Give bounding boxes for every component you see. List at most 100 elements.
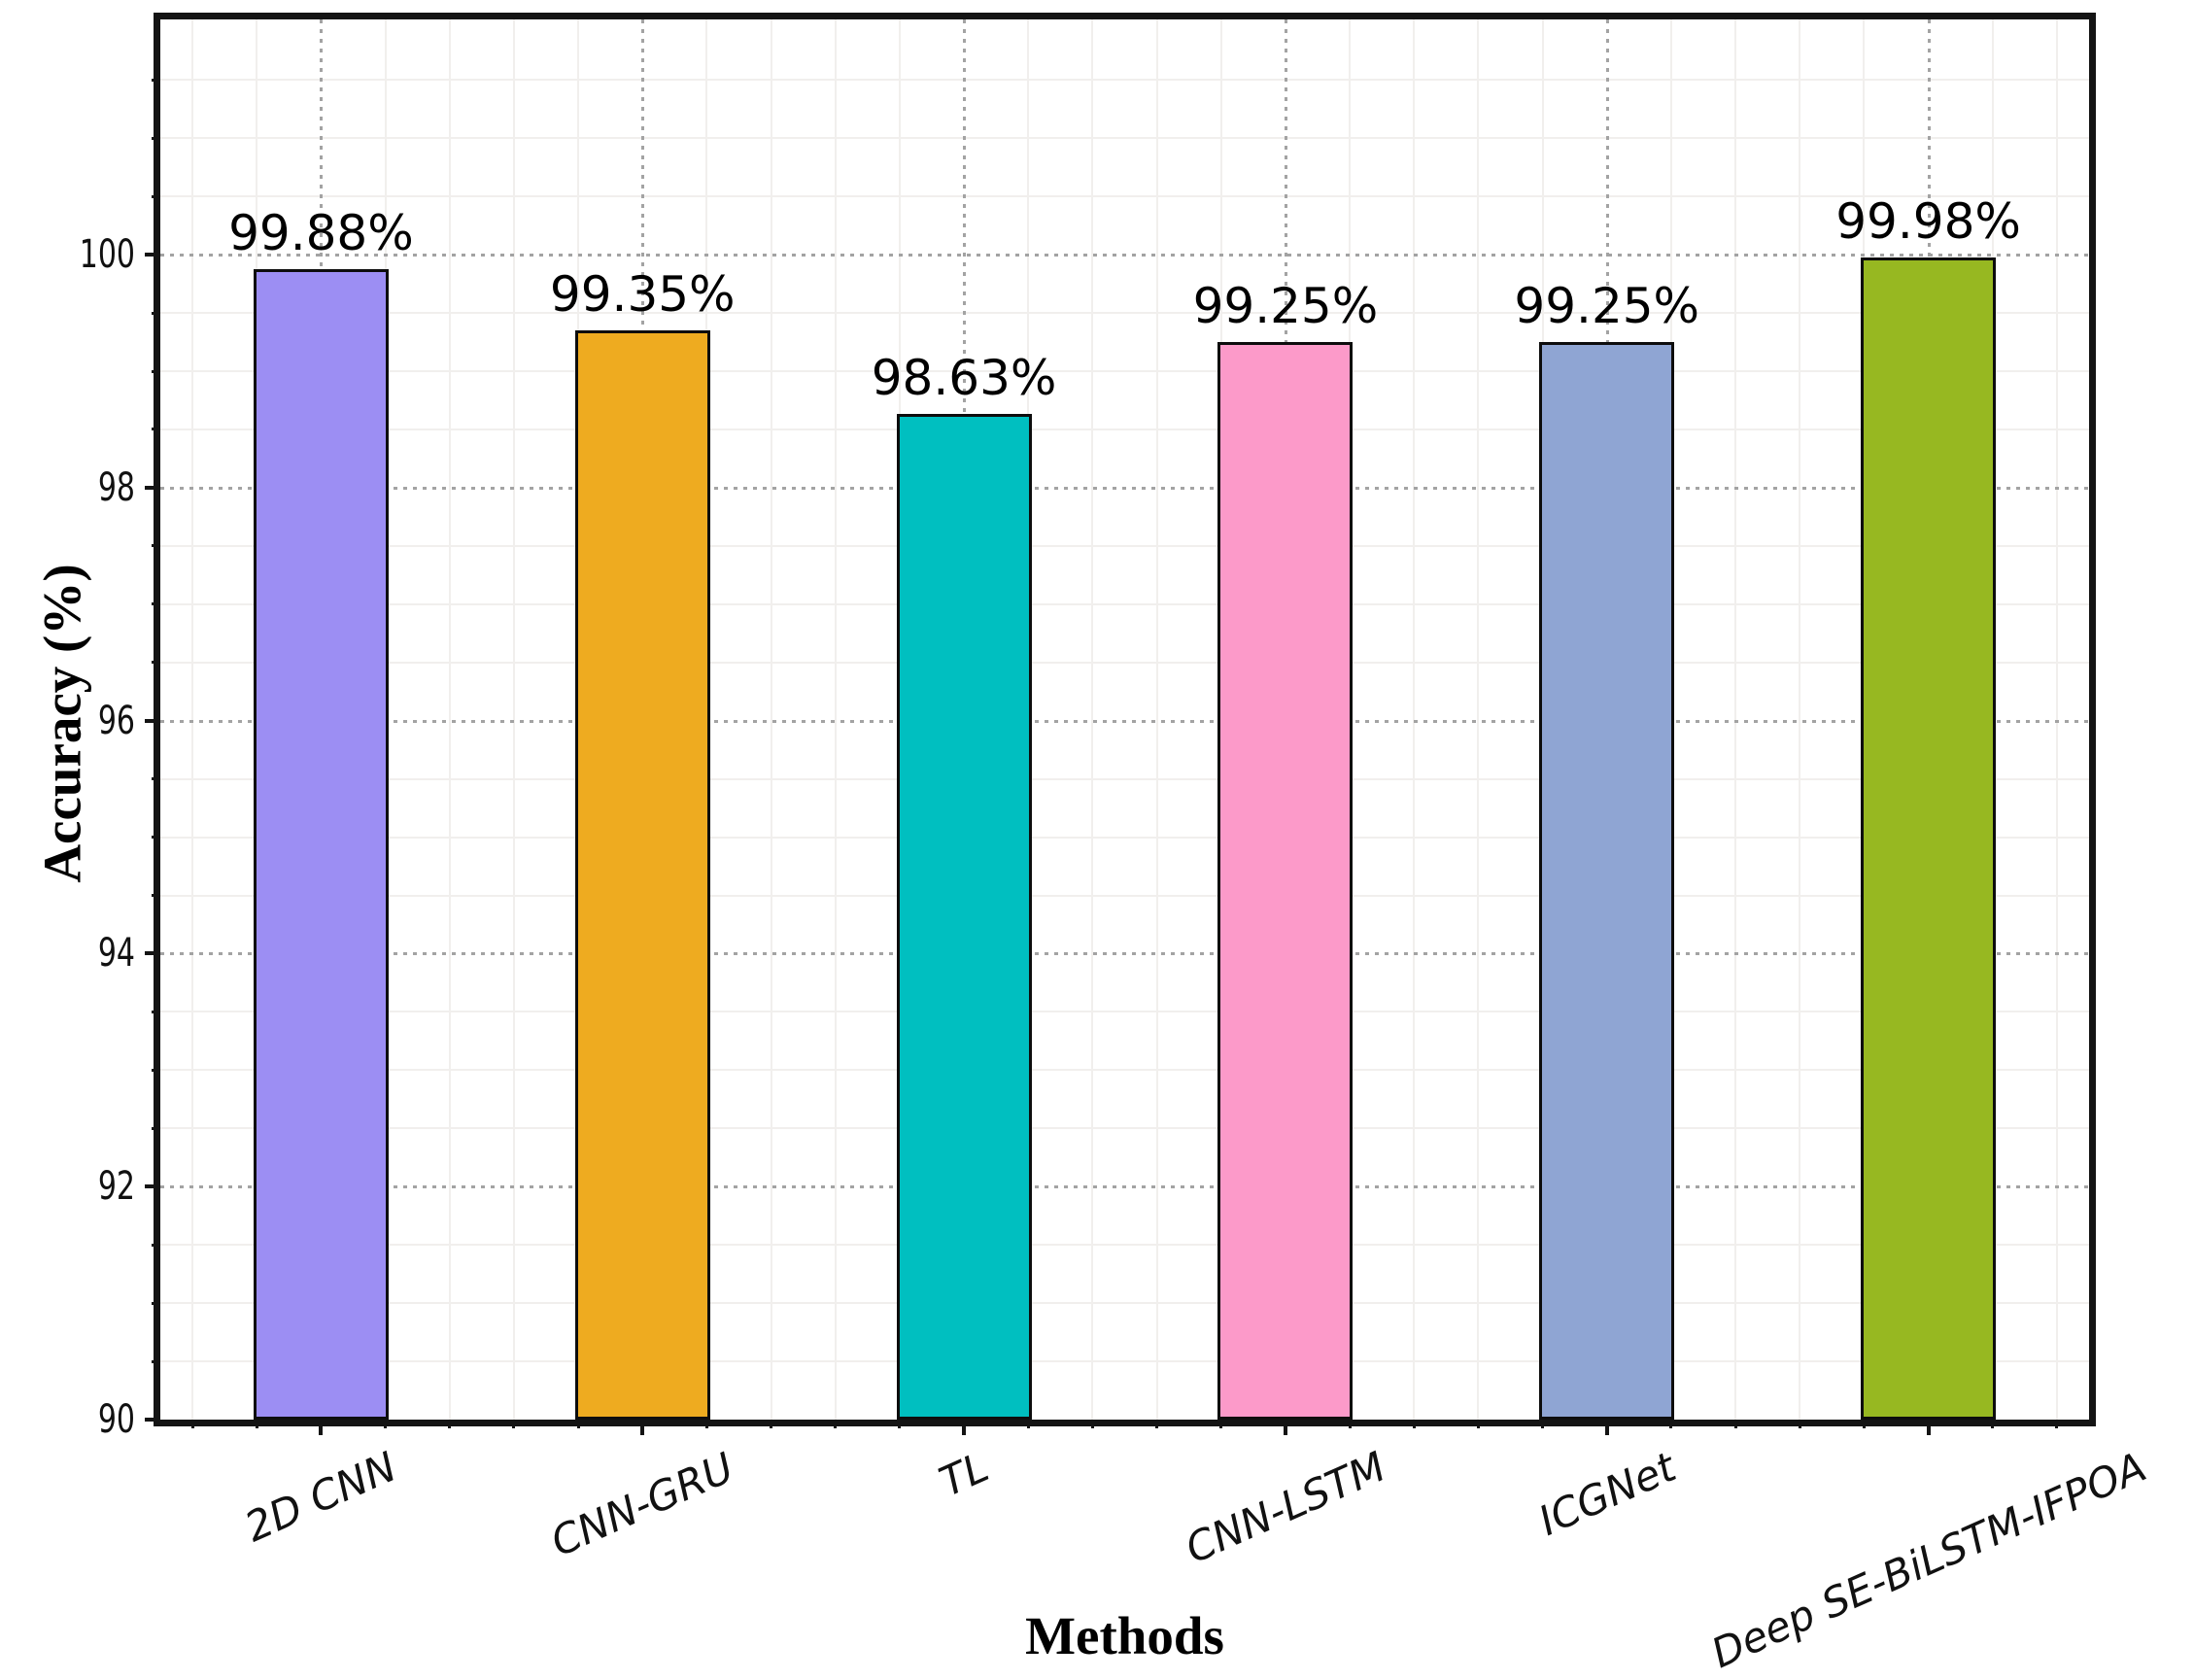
y-minor-tick: [152, 661, 160, 665]
y-tick-label: 92: [97, 1164, 135, 1210]
y-minor-tick: [152, 836, 160, 840]
gridline-minor-h: [160, 1069, 2089, 1072]
gridline-major-h: [160, 486, 2089, 490]
gridline-minor-h: [160, 777, 2089, 780]
gridline-minor-h: [160, 1127, 2089, 1130]
x-minor-tick: [1991, 1420, 1995, 1428]
x-minor-tick: [898, 1420, 902, 1428]
gridline-major-h: [160, 254, 2089, 257]
bar-deep-se-bilstm-ifpoa: [1861, 257, 1997, 1420]
x-minor-tick: [1541, 1420, 1545, 1428]
gridline-minor-v: [1477, 19, 1480, 1420]
gridline-minor-h: [160, 602, 2089, 605]
y-minor-tick: [152, 544, 160, 548]
gridline-minor-h: [160, 836, 2089, 839]
y-tick-label: 96: [97, 698, 135, 743]
x-minor-tick: [1090, 1420, 1094, 1428]
bar-icgnet: [1539, 342, 1675, 1420]
gridline-minor-v: [1799, 19, 1801, 1420]
plot-area: 99.88% 99.35% 98.63% 99.25% 99.25% 99.98%: [154, 13, 2096, 1426]
y-minor-tick: [152, 1126, 160, 1130]
y-major-tick: [145, 951, 160, 956]
y-minor-tick: [152, 1010, 160, 1013]
x-axis-title: Methods: [1025, 1606, 1224, 1665]
bar-value-label: 99.25%: [1192, 278, 1379, 335]
gridline-minor-v: [1734, 19, 1737, 1420]
y-minor-tick: [152, 602, 160, 606]
y-minor-tick: [152, 894, 160, 898]
x-minor-tick: [448, 1420, 452, 1428]
x-minor-tick: [1733, 1420, 1737, 1428]
y-minor-tick: [152, 1068, 160, 1072]
bar-tl: [896, 414, 1032, 1420]
gridline-minor-v: [448, 19, 451, 1420]
gridline-major-h: [160, 952, 2089, 956]
gridline-minor-h: [160, 894, 2089, 897]
x-minor-tick: [190, 1420, 194, 1428]
y-minor-tick: [152, 428, 160, 431]
bar-value-label: 99.98%: [1835, 192, 2021, 250]
y-minor-tick: [152, 1301, 160, 1305]
gridline-major-h: [160, 1185, 2089, 1189]
y-minor-tick: [152, 777, 160, 781]
y-major-tick: [145, 718, 160, 723]
gridline-major-h: [160, 719, 2089, 723]
y-major-tick: [145, 485, 160, 490]
gridline-minor-v: [2055, 19, 2058, 1420]
bar-value-label: 99.88%: [228, 204, 414, 261]
y-minor-tick: [152, 136, 160, 140]
y-minor-tick: [152, 369, 160, 373]
y-tick-label: 98: [97, 464, 135, 510]
x-minor-tick: [1862, 1420, 1866, 1428]
x-major-tick: [319, 1420, 324, 1435]
x-category-label-cnn-lstm: CNN-LSTM: [1178, 1442, 1393, 1573]
y-major-tick: [145, 1418, 160, 1422]
bar-2d-cnn: [253, 268, 389, 1420]
y-minor-tick: [152, 1243, 160, 1247]
x-minor-tick: [834, 1420, 838, 1428]
y-tick-label: 100: [79, 232, 135, 278]
bar-value-label: 99.25%: [1514, 278, 1700, 335]
bar-cnn-gru: [574, 330, 710, 1420]
x-category-label-tl: TL: [932, 1442, 996, 1506]
y-major-tick: [145, 253, 160, 257]
x-minor-tick: [2055, 1420, 2059, 1428]
gridline-minor-h: [160, 195, 2089, 198]
x-minor-tick: [1026, 1420, 1030, 1428]
x-major-tick: [1283, 1420, 1287, 1435]
x-minor-tick: [704, 1420, 708, 1428]
gridline-minor-v: [1413, 19, 1416, 1420]
gridline-minor-v: [512, 19, 515, 1420]
gridline-minor-v: [191, 19, 194, 1420]
gridline-minor-v: [770, 19, 772, 1420]
x-minor-tick: [384, 1420, 388, 1428]
gridline-minor-h: [160, 312, 2089, 315]
x-minor-tick: [1412, 1420, 1416, 1428]
y-major-tick: [145, 1184, 160, 1189]
x-minor-tick: [512, 1420, 516, 1428]
gridline-minor-v: [834, 19, 837, 1420]
x-category-label-icgnet: ICGNet: [1531, 1442, 1683, 1545]
y-minor-tick: [152, 311, 160, 315]
gridline-minor-h: [160, 79, 2089, 82]
gridline-minor-v: [1155, 19, 1158, 1420]
gridline-minor-h: [160, 137, 2089, 140]
x-minor-tick: [576, 1420, 580, 1428]
x-minor-tick: [255, 1420, 258, 1428]
y-minor-tick: [152, 78, 160, 82]
x-minor-tick: [1476, 1420, 1480, 1428]
y-tick-label: 90: [97, 1397, 135, 1442]
gridline-minor-h: [160, 1360, 2089, 1363]
y-minor-tick: [152, 194, 160, 198]
y-tick-label: 94: [97, 931, 135, 977]
gridline-minor-h: [160, 1244, 2089, 1247]
x-minor-tick: [1669, 1420, 1673, 1428]
x-minor-tick: [1219, 1420, 1223, 1428]
x-minor-tick: [1348, 1420, 1352, 1428]
x-minor-tick: [770, 1420, 773, 1428]
x-major-tick: [640, 1420, 645, 1435]
bar-value-label: 98.63%: [871, 350, 1057, 407]
gridline-minor-h: [160, 1011, 2089, 1013]
x-major-tick: [1926, 1420, 1931, 1435]
